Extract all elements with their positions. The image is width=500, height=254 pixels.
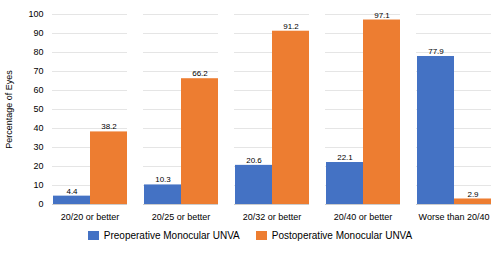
svg-text:22.1: 22.1 [337, 153, 353, 162]
svg-text:40: 40 [33, 123, 43, 133]
svg-text:20/40 or better: 20/40 or better [334, 212, 393, 222]
svg-text:70: 70 [33, 66, 43, 76]
svg-text:90: 90 [33, 28, 43, 38]
svg-text:30: 30 [33, 142, 43, 152]
svg-text:97.1: 97.1 [374, 11, 390, 20]
svg-text:0: 0 [38, 199, 43, 209]
svg-text:20.6: 20.6 [246, 156, 262, 165]
svg-text:60: 60 [33, 85, 43, 95]
svg-text:4.4: 4.4 [66, 187, 78, 196]
svg-text:20/25 or better: 20/25 or better [152, 212, 211, 222]
svg-text:66.2: 66.2 [192, 69, 208, 78]
svg-text:10.3: 10.3 [155, 175, 171, 184]
svg-text:50: 50 [33, 104, 43, 114]
svg-text:20: 20 [33, 161, 43, 171]
html-text:Postoperative Monocular UNVA: Postoperative Monocular UNVA [271, 230, 413, 241]
svg-text:20/32 or better: 20/32 or better [243, 212, 302, 222]
svg-text:Worse than 20/40: Worse than 20/40 [419, 212, 490, 222]
svg-text:77.9: 77.9 [428, 47, 444, 56]
svg-text:91.2: 91.2 [283, 22, 299, 31]
svg-text:2.9: 2.9 [467, 190, 479, 199]
html-text:Preoperative Monocular UNVA: Preoperative Monocular UNVA [103, 230, 240, 241]
svg-text:80: 80 [33, 47, 43, 57]
svg-text:Percentage of Eyes: Percentage of Eyes [4, 70, 14, 149]
svg-text:100: 100 [28, 9, 43, 19]
svg-text:38.2: 38.2 [101, 122, 117, 131]
svg-text:10: 10 [33, 180, 43, 190]
svg-text:20/20 or better: 20/20 or better [61, 212, 120, 222]
